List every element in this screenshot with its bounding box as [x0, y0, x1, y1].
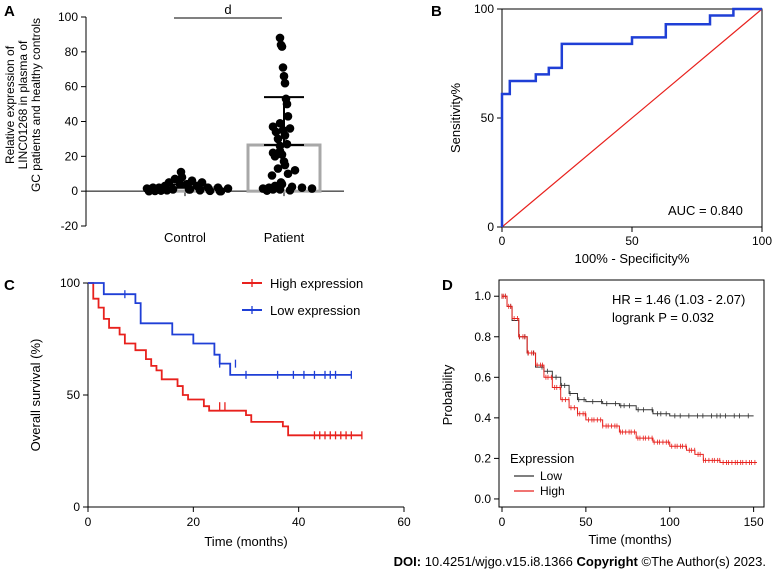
data-point [280, 78, 290, 88]
data-point [307, 184, 317, 193]
data-point [278, 63, 288, 72]
data-point [275, 118, 285, 128]
x-tick-label: 0 [85, 515, 92, 529]
data-point [275, 185, 285, 194]
significance-label: d [224, 2, 231, 17]
data-point [279, 71, 289, 81]
panel-a: A -20 0 20 40 60 80 100 Control Patient Relative e… [3, 2, 344, 245]
y-tick-label: 100 [474, 2, 494, 16]
survival-curve-low [88, 282, 352, 376]
y-tick-label: 1.0 [474, 289, 491, 303]
legend-title: Expression [510, 451, 574, 466]
data-point [275, 33, 285, 43]
data-point [150, 186, 160, 196]
panel-d: D 0 50 100 150 0.0 0.2 0.4 0.6 0.8 1.0 Time (months… [440, 277, 765, 547]
logrank-annotation: logrank P = 0.032 [612, 310, 714, 325]
doi-value: 10.4251/wjgo.v15.i8.1366 [424, 554, 573, 569]
y-tick-label: 100 [60, 276, 80, 290]
legend-label: Low expression [270, 303, 360, 318]
y-tick-label: 40 [65, 115, 79, 129]
y-tick-label: 0 [71, 184, 78, 198]
y-axis-label: Relative expression of [3, 45, 17, 164]
x-tick-label: Control [164, 230, 206, 245]
y-tick-label: 20 [65, 149, 79, 163]
y-axis-label: LINC01268 in plasma of [16, 40, 30, 169]
data-point [285, 124, 295, 133]
data-point [297, 183, 307, 192]
panel-label: C [4, 277, 15, 294]
panel-label: D [442, 277, 453, 294]
panel-b: B 0 50 100 0 50 100 100% - Specificity% Sensitiv… [431, 2, 772, 266]
data-point [271, 127, 281, 137]
x-axis-label: 100% - Specificity% [575, 251, 690, 266]
y-tick-label: 0.8 [474, 330, 491, 344]
y-axis-label: Overall survival (%) [28, 339, 43, 452]
data-point [223, 184, 233, 193]
auc-annotation: AUC = 0.840 [668, 203, 743, 218]
data-point [277, 42, 287, 51]
panel-label: B [431, 3, 442, 20]
x-axis-label: Time (months) [204, 534, 287, 549]
data-point [144, 186, 154, 196]
y-tick-label: 100 [58, 10, 78, 24]
y-axis-label: GC patients and healthy controls [29, 18, 43, 192]
plot-frame [498, 279, 765, 508]
y-tick-label: 0 [73, 500, 80, 514]
data-point [177, 172, 187, 182]
roc-curve [500, 7, 762, 227]
y-tick-label: 80 [65, 45, 79, 59]
data-point [270, 152, 280, 161]
y-tick-label: -20 [61, 219, 79, 233]
panel-label: A [4, 3, 15, 20]
legend-label: Low [540, 469, 562, 483]
data-point [273, 134, 283, 144]
x-tick-label: 50 [625, 234, 639, 248]
data-point [205, 186, 215, 196]
y-tick-label: 60 [65, 80, 79, 94]
x-tick-label: 50 [579, 515, 593, 529]
y-tick-label: 0.0 [474, 492, 491, 506]
copyright-text: ©The Author(s) 2023. [641, 554, 766, 569]
copyright-label: Copyright [576, 554, 638, 569]
y-axis-label: Sensitivity% [448, 83, 463, 154]
y-tick-label: 0.4 [474, 411, 491, 425]
data-point [216, 186, 226, 196]
legend-label: High [540, 484, 565, 498]
x-tick-label: 100 [660, 515, 680, 529]
x-axis-label: Time (months) [588, 532, 671, 547]
data-point [290, 165, 300, 175]
data-point [273, 164, 283, 173]
data-point [285, 185, 295, 195]
data-point [185, 185, 195, 194]
y-tick-label: 50 [67, 388, 81, 402]
data-point [283, 169, 293, 179]
reference-line [501, 8, 763, 228]
x-tick-label: 100 [752, 234, 772, 248]
data-point [280, 160, 290, 170]
doi-label: DOI: [393, 554, 422, 569]
x-tick-label: 40 [292, 515, 306, 529]
panel-c: C 0 20 40 60 0 50 100 Time (months) Overall survi… [4, 276, 411, 549]
data-point [267, 171, 277, 180]
x-tick-label: Patient [264, 230, 305, 245]
data-point [277, 150, 287, 159]
x-tick-label: 60 [397, 515, 411, 529]
survival-curve-high [88, 282, 362, 437]
y-tick-label: 50 [481, 111, 495, 125]
citation-footer: DOI: 10.4251/wjgo.v15.i8.1366 Copyright … [0, 554, 766, 569]
x-tick-label: 0 [499, 234, 506, 248]
y-tick-label: 0 [487, 220, 494, 234]
survival-curve-high [502, 295, 757, 463]
data-point [283, 111, 293, 121]
x-tick-label: 150 [744, 515, 764, 529]
data-point [262, 186, 272, 195]
x-tick-label: 0 [499, 515, 506, 529]
y-tick-label: 0.6 [474, 370, 491, 384]
legend-label: High expression [270, 276, 363, 291]
hr-annotation: HR = 1.46 (1.03 - 2.07) [612, 292, 745, 307]
y-tick-label: 0.2 [474, 451, 491, 465]
x-tick-label: 20 [187, 515, 201, 529]
y-axis-label: Probability [440, 364, 455, 425]
